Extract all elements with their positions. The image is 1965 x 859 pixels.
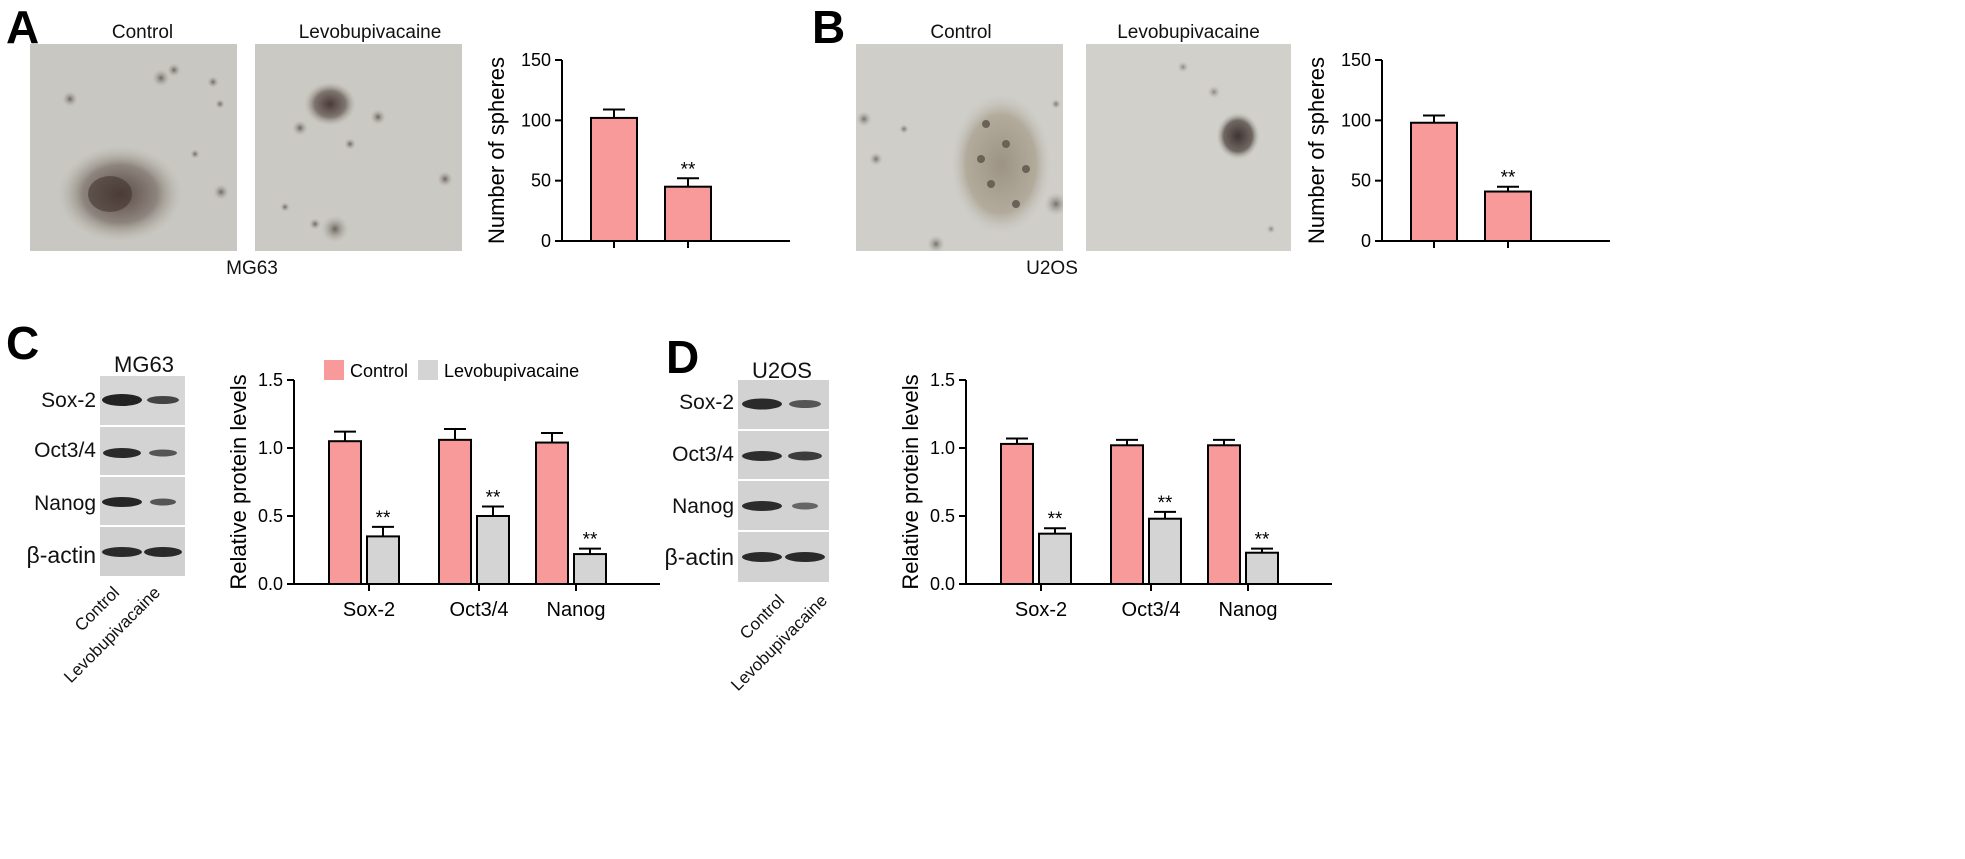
x-tick-label: Sox-2: [1015, 599, 1067, 621]
chart-d: 0.0 0.5 1.0 1.5 Relative protein levels Sox-2…: [898, 370, 1332, 621]
chart-c: 0.0 0.5 1.0 1.5 Relative protein levels Sox-2…: [226, 360, 660, 621]
micrograph-b-control-label: Control: [930, 22, 992, 43]
micrograph-b-levo-label: Levobupivacaine: [1117, 22, 1260, 43]
y-tick-label: 100: [1341, 110, 1371, 130]
bar-control-nanog: [535, 441, 569, 585]
blot-c-image: [100, 376, 185, 576]
bar-levobupivacaine-sox-2: [366, 535, 400, 585]
y-axis-label: Relative protein levels: [898, 374, 923, 589]
micrograph-b-levobupivacaine: [1086, 44, 1291, 251]
legend-swatch-levobupivacaine: [418, 360, 438, 380]
bar-levobupivacaine-oct34-significance: **: [1158, 493, 1173, 514]
cell-line-a-label: MG63: [226, 258, 278, 279]
micrograph-a-control-label: Control: [111, 22, 174, 43]
y-tick-label: 0: [541, 231, 551, 251]
blot-d-label-nanog: Nanog: [672, 495, 734, 518]
bar-control: [1410, 121, 1458, 242]
chart-a: 0 50 100 150 Number of spheres **: [484, 50, 790, 251]
x-tick-label: Nanog: [547, 599, 606, 621]
x-tick-label: Nanog: [1219, 599, 1278, 621]
micrograph-a-levobupivacaine: [255, 44, 462, 251]
y-tick-label: 100: [521, 110, 551, 130]
blot-d-label-actin: β-actin: [664, 544, 734, 570]
y-tick-label: 50: [1351, 171, 1371, 191]
blot-c-label-nanog: Nanog: [34, 492, 96, 515]
blot-d-image: [738, 380, 829, 582]
bar-control: [590, 116, 638, 242]
y-tick-label: 1.5: [930, 370, 955, 390]
bar-levobupivacaine: [1484, 190, 1532, 243]
cell-line-b-label: U2OS: [1026, 258, 1078, 279]
y-tick-label: 50: [531, 171, 551, 191]
y-axis-label: Number of spheres: [484, 57, 509, 244]
y-axis-label: Relative protein levels: [226, 374, 251, 589]
bar-levobupivacaine-sox-2-significance: **: [376, 508, 391, 529]
bar-control-oct34: [438, 438, 472, 585]
x-tick-label: Sox-2: [343, 599, 395, 621]
y-tick-label: 1.5: [258, 370, 283, 390]
panel-letter-b: B: [812, 1, 846, 53]
bar-control-nanog: [1207, 444, 1241, 585]
bar-control-oct34: [1110, 444, 1144, 585]
x-tick-label: Oct3/4: [450, 599, 509, 621]
y-tick-label: 1.0: [258, 438, 283, 458]
panel-letter-d: D: [666, 331, 700, 383]
panel-letter-c: C: [6, 317, 40, 369]
chart-b: 0 50 100 150 Number of spheres **: [1304, 50, 1610, 251]
bar-levobupivacaine-significance: **: [1501, 168, 1516, 189]
legend-swatch-control: [324, 360, 344, 380]
bar-levobupivacaine-oct34: [476, 515, 510, 585]
bar-levobupivacaine: [664, 185, 712, 242]
y-tick-label: 1.0: [930, 438, 955, 458]
legend-label-control: Control: [350, 361, 408, 381]
bar-levobupivacaine-oct34: [1148, 517, 1182, 585]
bar-control-sox-2: [328, 440, 362, 585]
bar-levobupivacaine-sox-2-significance: **: [1048, 509, 1063, 530]
y-tick-label: 150: [521, 50, 551, 70]
y-tick-label: 0: [1361, 231, 1371, 251]
y-axis-label: Number of spheres: [1304, 57, 1329, 244]
bar-levobupivacaine-nanog-significance: **: [1255, 530, 1270, 551]
blot-c-title: MG63: [114, 352, 174, 377]
panel-letter-a: A: [6, 1, 40, 53]
y-tick-label: 0.0: [930, 574, 955, 594]
bar-control-sox-2: [1000, 442, 1034, 585]
micrograph-b-control: [856, 44, 1063, 251]
micrograph-a-levo-label: Levobupivacaine: [298, 22, 442, 43]
x-tick-label: Oct3/4: [1122, 599, 1181, 621]
blot-d-label-sox2: Sox-2: [679, 391, 734, 414]
bar-levobupivacaine-nanog-significance: **: [583, 530, 598, 551]
blot-d-label-oct34: Oct3/4: [672, 443, 734, 466]
y-tick-label: 0.5: [930, 506, 955, 526]
bar-levobupivacaine-nanog: [573, 553, 607, 586]
legend-label-levobupivacaine: Levobupivacaine: [444, 361, 579, 381]
blot-c-label-actin: β-actin: [26, 542, 96, 568]
blot-c-label-sox2: Sox-2: [41, 389, 96, 412]
micrograph-a-control: [30, 44, 237, 251]
bar-levobupivacaine-oct34-significance: **: [486, 487, 501, 508]
y-tick-label: 150: [1341, 50, 1371, 70]
y-tick-label: 0.0: [258, 574, 283, 594]
bar-levobupivacaine-sox-2: [1038, 532, 1072, 585]
blot-d-title: U2OS: [752, 358, 812, 383]
blot-c-label-oct34: Oct3/4: [34, 439, 96, 462]
bar-levobupivacaine-nanog: [1245, 551, 1279, 586]
bar-levobupivacaine-significance: **: [681, 159, 696, 180]
y-tick-label: 0.5: [258, 506, 283, 526]
